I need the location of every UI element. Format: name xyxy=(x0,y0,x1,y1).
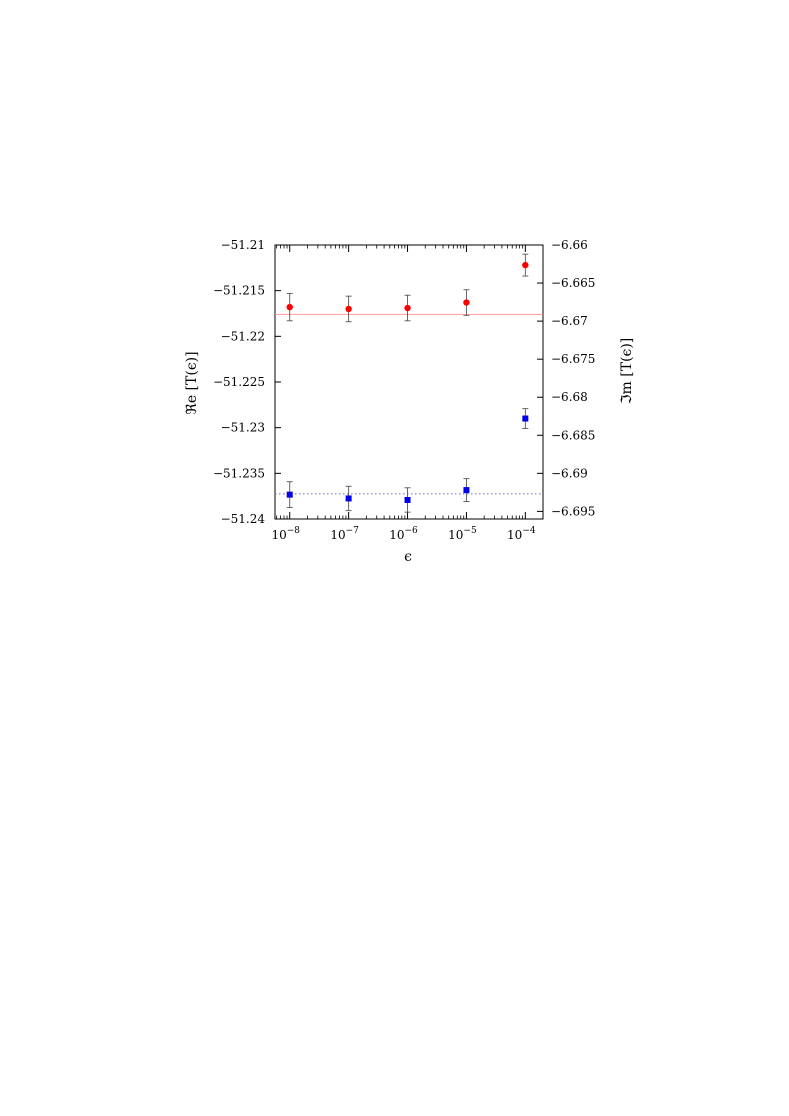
data-point-square xyxy=(286,491,293,498)
y-right-tick-label: −6.685 xyxy=(551,428,595,442)
data-point-circle xyxy=(404,304,411,312)
y-axis-right-label: ℑm [T(ϵ)] xyxy=(619,338,635,405)
y-left-tick-label: −51.215 xyxy=(213,284,265,298)
data-point-circle xyxy=(522,261,529,269)
data-point-circle xyxy=(345,305,352,313)
data-point-square xyxy=(522,415,529,422)
y-right-tick-label: −6.665 xyxy=(551,276,595,290)
y-right-tick-label: −6.675 xyxy=(551,352,595,366)
x-tick-label: 10−6 xyxy=(389,526,418,542)
y-right-tick-label: −6.67 xyxy=(551,314,588,328)
x-tick-label: 10−8 xyxy=(271,526,300,542)
y-right-tick-label: −6.66 xyxy=(551,238,588,252)
y-axis-left-label: ℜe [T(ϵ)] xyxy=(184,351,200,414)
error-bars xyxy=(286,253,529,513)
y-left-tick-label: −51.23 xyxy=(221,421,265,435)
y-left-tick-label: −51.235 xyxy=(213,466,265,480)
data-point-circle xyxy=(286,303,293,311)
x-tick-label: 10−4 xyxy=(507,526,536,542)
data-points xyxy=(286,261,529,503)
x-axis-label: ϵ xyxy=(404,549,412,565)
data-point-square xyxy=(404,496,411,503)
axes: 10−8 10−7 10−6 10−5 10−4 −51.21 −51.215 −51.22 −… xyxy=(213,238,595,542)
reference-lines xyxy=(275,313,543,495)
y-left-tick-label: −51.225 xyxy=(213,375,265,389)
y-right-tick-label: −6.69 xyxy=(551,466,588,480)
y-right-tick-label: −6.68 xyxy=(551,390,588,404)
data-point-square xyxy=(463,487,470,494)
x-tick-label: 10−7 xyxy=(330,526,359,542)
y-left-tick-label: −51.22 xyxy=(221,329,265,343)
plot-frame xyxy=(274,244,544,520)
data-point-circle xyxy=(463,299,470,306)
x-tick-label: 10−5 xyxy=(448,526,477,542)
y-left-tick-label: −51.24 xyxy=(221,512,266,526)
data-point-square xyxy=(345,495,352,502)
y-left-tick-label: −51.21 xyxy=(221,238,265,252)
y-right-tick-label: −6.695 xyxy=(551,504,595,518)
axis-labels: ϵ ℜe [T(ϵ)] ℑm [T(ϵ)] xyxy=(184,338,635,565)
